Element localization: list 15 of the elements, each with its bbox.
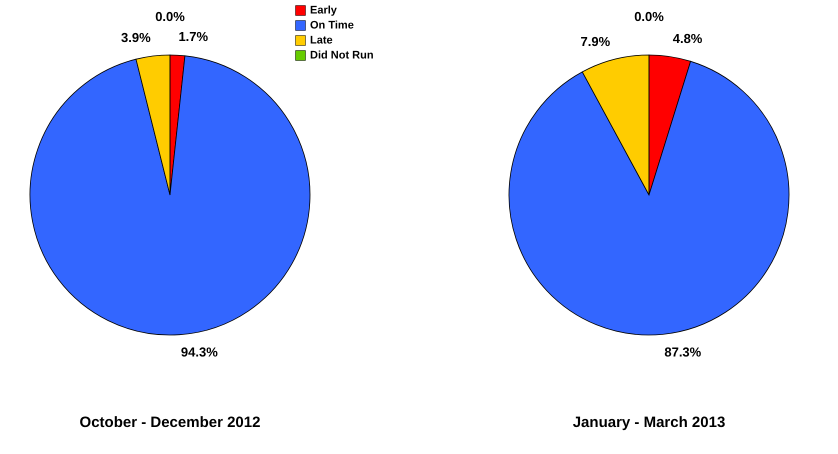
data-label: 7.9% bbox=[580, 34, 611, 49]
data-label: 4.8% bbox=[672, 30, 703, 46]
legend-label: On Time bbox=[310, 20, 354, 32]
legend-label: Late bbox=[310, 34, 333, 46]
text: January - March 2013 bbox=[572, 414, 726, 431]
legend-label: Early bbox=[310, 4, 338, 16]
data-label: 1.7% bbox=[178, 29, 209, 44]
pie-slice bbox=[30, 55, 310, 336]
data-label: 94.3% bbox=[180, 344, 218, 360]
data-label: 3.9% bbox=[121, 30, 152, 46]
text: 0.0% bbox=[155, 9, 185, 24]
data-label: 87.3% bbox=[664, 344, 702, 360]
text: October - December 2012 bbox=[80, 414, 260, 431]
legend-label: Did Not Run bbox=[310, 50, 374, 62]
text: 0.0% bbox=[634, 9, 664, 24]
